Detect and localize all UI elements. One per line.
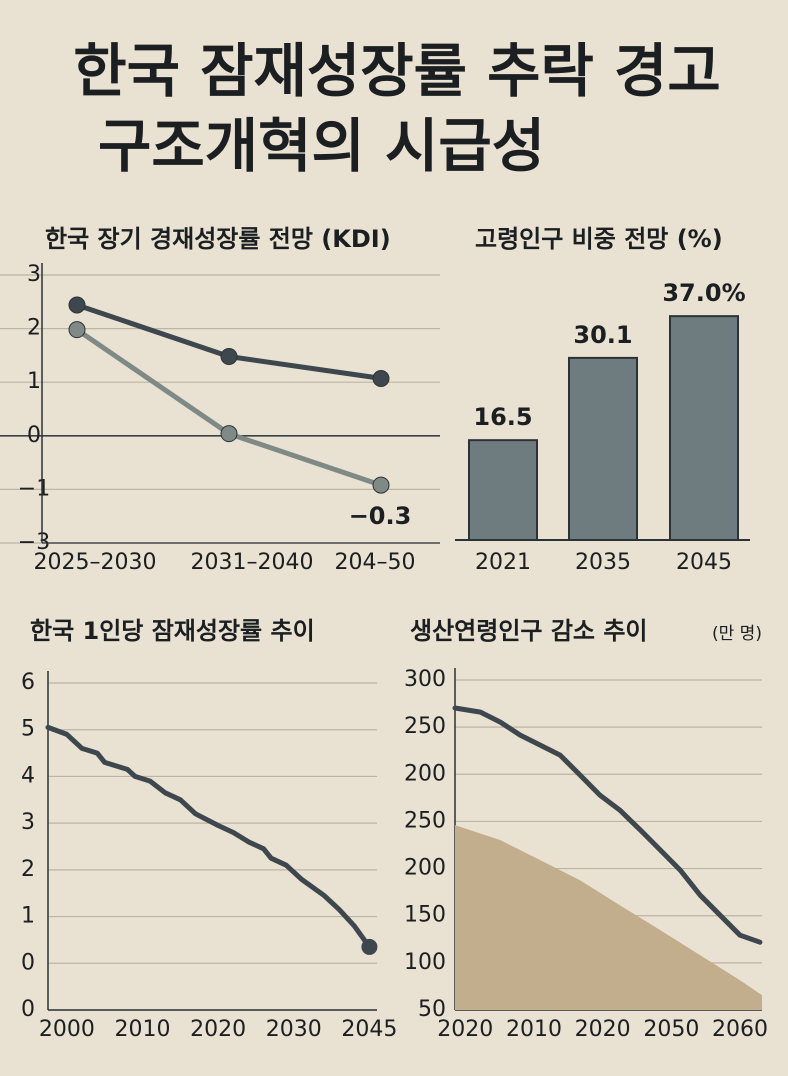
- x-tick-label: 2020: [575, 1017, 631, 1042]
- marker: [68, 321, 86, 339]
- bar: [568, 356, 638, 541]
- marker: [220, 425, 238, 443]
- bar: [669, 315, 739, 541]
- x-tick-label: 2010: [506, 1017, 562, 1042]
- y-tick-label: 2: [21, 857, 35, 882]
- x-tick-label: 2060: [712, 1017, 768, 1042]
- y-tick-label: −1: [18, 476, 50, 501]
- chart-title: 한국 장기 경재성장률 전망 (KDI): [45, 225, 391, 253]
- y-tick-label: 150: [404, 903, 446, 928]
- y-tick-label: 6: [21, 670, 35, 695]
- x-tick-label: 2045: [341, 1017, 397, 1042]
- marker: [68, 296, 86, 314]
- y-tick-label: 1: [21, 904, 35, 929]
- value-label: 16.5: [473, 403, 532, 431]
- y-tick-label: 250: [404, 714, 446, 739]
- headline: 구조개혁의 시급성: [98, 112, 545, 180]
- marker: [220, 347, 238, 365]
- x-tick-label: 2035: [575, 550, 631, 575]
- y-tick-label: 50: [418, 997, 446, 1022]
- value-label: 30.1: [573, 321, 632, 349]
- chart-title: 생산연령인구 감소 추이: [410, 617, 648, 645]
- area: [455, 825, 762, 1010]
- x-tick-label: 2031–2040: [191, 550, 314, 575]
- x-tick-label: 2010: [115, 1017, 171, 1042]
- y-tick-label: 200: [404, 761, 446, 786]
- x-tick-label: 2025–2030: [34, 550, 157, 575]
- y-tick-label: 4: [21, 763, 35, 788]
- marker: [361, 938, 378, 955]
- y-tick-label: 250: [404, 808, 446, 833]
- y-tick-label: 2: [27, 316, 41, 341]
- marker: [372, 476, 390, 494]
- chart-subtitle: (만 명): [712, 624, 762, 644]
- y-tick-label: 0: [21, 997, 35, 1022]
- y-tick-label: 0: [27, 423, 41, 448]
- x-tick-label: 2030: [266, 1017, 322, 1042]
- chart-title: 고령인구 비중 전망 (%): [475, 225, 723, 253]
- chart-title: 한국 1인당 잠재성장률 추이: [30, 617, 315, 645]
- x-tick-label: 2050: [643, 1017, 699, 1042]
- y-tick-label: 0: [21, 950, 35, 975]
- y-tick-label: 100: [404, 950, 446, 975]
- x-tick-label: 2021: [475, 550, 531, 575]
- y-tick-label: 3: [21, 810, 35, 835]
- y-tick-label: 5: [21, 717, 35, 742]
- x-tick-label: 2000: [39, 1017, 95, 1042]
- y-tick-label: 300: [404, 667, 446, 692]
- bar: [468, 439, 538, 541]
- x-tick-label: 2020: [437, 1017, 493, 1042]
- y-tick-label: 1: [27, 369, 41, 394]
- headline: 한국 잠재성장률 추락 경고: [73, 37, 721, 105]
- line: [45, 724, 372, 950]
- marker: [372, 369, 390, 387]
- y-tick-label: 3: [27, 262, 41, 287]
- y-tick-label: 200: [404, 856, 446, 881]
- x-tick-label: 2045: [676, 550, 732, 575]
- annotation: −0.3: [349, 502, 412, 530]
- line: [452, 705, 763, 945]
- x-tick-label: 2020: [190, 1017, 246, 1042]
- value-label: 37.0%: [662, 279, 745, 307]
- x-tick-label: 204–50: [335, 550, 416, 575]
